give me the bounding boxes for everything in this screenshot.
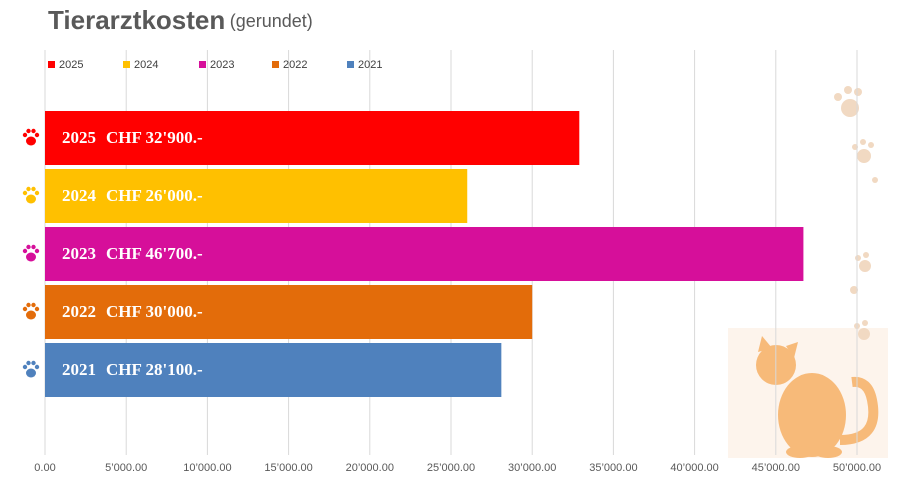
legend-label: 2021: [358, 59, 382, 71]
paw-toe: [31, 128, 36, 134]
x-tick-label: 20’000.00: [346, 462, 394, 474]
paw-pad: [26, 310, 36, 320]
x-tick-label: 15’000.00: [264, 462, 312, 474]
legend-label: 2023: [210, 59, 234, 71]
bar-label-value: CHF 46'700.-: [106, 244, 203, 263]
x-tick-label: 35’000.00: [589, 462, 637, 474]
bar-label-value: CHF 28'100.-: [106, 360, 203, 379]
legend-swatch: [48, 61, 55, 68]
bar-label: 2025 CHF 32'900.-: [62, 128, 203, 147]
paw-toe: [22, 190, 28, 196]
bar-label: 2023 CHF 46'700.-: [62, 244, 203, 263]
paw-toe: [22, 248, 28, 254]
paw-toe: [31, 302, 36, 308]
bar-label-value: CHF 32'900.-: [106, 128, 203, 147]
paw-icon: [22, 360, 40, 378]
bar-label: 2022 CHF 30'000.-: [62, 302, 203, 321]
x-tick-label: 50’000.00: [833, 462, 881, 474]
paw-icon: [22, 302, 40, 320]
paw-toe: [22, 306, 28, 312]
bar-label-year: 2025: [62, 128, 96, 147]
x-tick-label: 10’000.00: [183, 462, 231, 474]
paw-pad: [26, 252, 36, 262]
paw-pad: [26, 136, 36, 146]
legend-swatch: [199, 61, 206, 68]
bar: [45, 169, 468, 223]
paw-toe: [26, 360, 31, 366]
paw-toe: [34, 306, 40, 312]
bar-label: 2024 CHF 26'000.-: [62, 186, 203, 205]
cat-illustration: [728, 328, 888, 458]
paw-toe: [31, 244, 36, 250]
bar-label-year: 2022: [62, 302, 96, 321]
legend-swatch: [347, 61, 354, 68]
legend-swatch: [123, 61, 130, 68]
legend-label: 2024: [134, 59, 158, 71]
bar: [45, 227, 804, 281]
x-tick-label: 5’000.00: [105, 462, 147, 474]
x-tick-label: 25’000.00: [427, 462, 475, 474]
bar-label-value: CHF 30'000.-: [106, 302, 203, 321]
bar: [45, 111, 580, 165]
paw-toe: [26, 186, 31, 192]
bar-label-year: 2023: [62, 244, 96, 263]
paw-toe: [26, 128, 31, 134]
chart-subtitle: (gerundet): [230, 11, 313, 31]
legend-swatch: [272, 61, 279, 68]
paw-toe: [22, 132, 28, 138]
x-tick-label: 30’000.00: [508, 462, 556, 474]
paw-icon: [22, 244, 40, 262]
paw-toe: [34, 190, 40, 196]
x-tick-label: 45’000.00: [752, 462, 800, 474]
x-tick-label: 40’000.00: [670, 462, 718, 474]
bar-label-year: 2024: [62, 186, 97, 205]
paw-toe: [26, 244, 31, 250]
paw-toe: [31, 186, 36, 192]
bar: [45, 343, 502, 397]
chart-title-group: Tierarztkosten (gerundet): [48, 5, 313, 35]
paw-icon: [22, 128, 40, 146]
bar: [45, 285, 533, 339]
paw-toe: [22, 364, 28, 370]
paw-prints: [834, 86, 878, 340]
bar-label: 2021 CHF 28'100.-: [62, 360, 203, 379]
paw-icon: [22, 186, 40, 204]
paw-toe: [31, 360, 36, 366]
paw-toe: [26, 302, 31, 308]
legend-label: 2022: [283, 59, 307, 71]
paw-toe: [34, 248, 40, 254]
paw-toe: [34, 132, 40, 138]
paw-pad: [26, 194, 36, 204]
chart-title: Tierarztkosten: [48, 5, 225, 35]
paw-toe: [34, 364, 40, 370]
bar-label-year: 2021: [62, 360, 96, 379]
x-tick-label: 0.00: [34, 462, 55, 474]
bar-label-value: CHF 26'000.-: [106, 186, 203, 205]
legend-label: 2025: [59, 59, 83, 71]
paw-pad: [26, 368, 36, 378]
